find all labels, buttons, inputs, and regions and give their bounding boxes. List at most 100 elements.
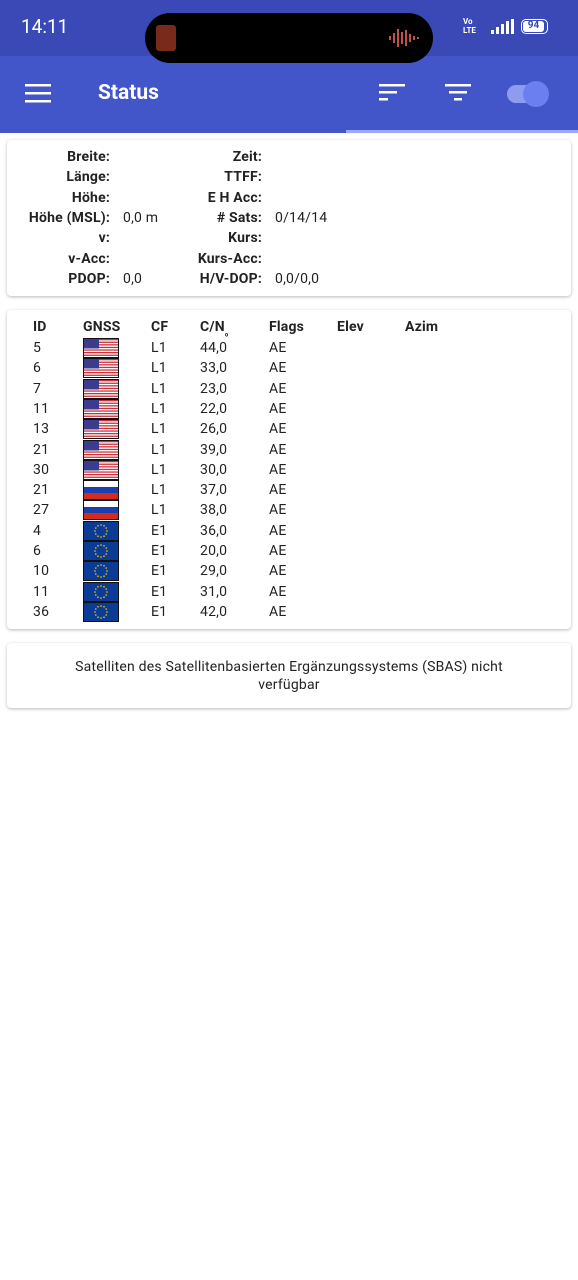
- sat-id: 11: [33, 583, 50, 600]
- sat-id: 30: [33, 461, 50, 478]
- flag-icon: [84, 339, 118, 357]
- column-header: CF: [151, 319, 169, 335]
- app-bar: Status: [0, 56, 578, 133]
- sat-flags: AE: [269, 563, 287, 580]
- field-value: 0,0/0,0: [275, 270, 320, 287]
- sat-id: 21: [33, 482, 50, 499]
- field-label: PDOP:: [68, 270, 110, 287]
- battery-frame: 94: [521, 19, 548, 34]
- field-label: v:: [98, 230, 110, 247]
- gnss-flag: [83, 601, 119, 622]
- field-label: H/V-DOP:: [199, 270, 262, 287]
- sat-cn0: 29,0: [200, 563, 228, 580]
- sat-cn0: 23,0: [200, 380, 228, 397]
- column-header: Azim: [405, 319, 439, 335]
- sat-cn0: 39,0: [200, 441, 228, 458]
- flag-icon: [84, 359, 118, 378]
- toggle-switch[interactable]: [507, 81, 549, 107]
- sat-id: 5: [33, 340, 42, 356]
- network-bottom: LTE: [463, 26, 476, 35]
- sat-cn0: 31,0: [200, 583, 228, 600]
- flag-icon: [84, 460, 118, 479]
- column-header: Elev: [337, 319, 364, 335]
- sat-flags: AE: [269, 543, 287, 559]
- battery-level: 94: [523, 21, 544, 32]
- sat-cn0: 33,0: [200, 360, 228, 377]
- sat-cf: E1: [151, 603, 168, 620]
- field-value: 0/14/14: [275, 209, 328, 226]
- sat-flags: AE: [269, 583, 287, 600]
- field-label: Länge:: [66, 169, 110, 186]
- sat-cn0: 37,0: [200, 482, 228, 499]
- sat-flags: AE: [269, 340, 287, 356]
- sat-flags: AE: [269, 522, 287, 539]
- sat-cf: E1: [151, 543, 168, 559]
- sat-cf: L1: [151, 380, 167, 397]
- sat-flags: AE: [269, 360, 287, 377]
- satellite-card: ID GNSS CF C/N₀ Flags Elev Azim 5 L1 44,0 AE 6 L1 33,…: [7, 310, 571, 629]
- camera-island: [145, 13, 433, 63]
- flag-icon: [84, 379, 118, 398]
- flag-icon: [84, 521, 118, 540]
- gnss-flag: [83, 581, 119, 602]
- flag-icon: [84, 440, 118, 459]
- column-header: C/N₀: [200, 319, 229, 338]
- field-label: Zeit:: [232, 149, 262, 165]
- sat-cn0: 30,0: [200, 461, 228, 478]
- sat-cf: E1: [151, 522, 168, 539]
- sat-cf: L1: [151, 421, 167, 438]
- field-label: # Sats:: [216, 209, 262, 226]
- menu-button[interactable]: [25, 84, 51, 103]
- app-title: Status: [98, 81, 159, 105]
- column-header: ID: [33, 319, 47, 335]
- sat-flags: AE: [269, 482, 287, 499]
- subscript: ₀: [224, 327, 229, 338]
- gnss-flag: [83, 500, 119, 521]
- gnss-flag: [83, 459, 119, 480]
- gnss-flag: [83, 480, 119, 501]
- signal-icon: [491, 19, 514, 34]
- sat-id: 36: [33, 603, 50, 620]
- gnss-flag: [83, 338, 119, 358]
- sat-id: 6: [33, 543, 42, 559]
- sat-flags: AE: [269, 421, 287, 438]
- sat-id: 4: [33, 522, 42, 539]
- field-value: 0,0: [123, 270, 143, 287]
- field-label: Kurs:: [228, 230, 262, 247]
- field-label: Höhe:: [71, 189, 110, 206]
- gnss-flag: [83, 541, 119, 561]
- sat-id: 21: [33, 441, 50, 458]
- sat-cf: E1: [151, 563, 168, 580]
- sat-id: 6: [33, 360, 42, 377]
- sat-cf: E1: [151, 583, 168, 600]
- sat-cf: L1: [151, 482, 167, 499]
- filter-button[interactable]: [445, 84, 471, 102]
- tab-indicator: [346, 130, 578, 133]
- sat-flags: AE: [269, 603, 287, 620]
- field-label: TTFF:: [224, 169, 262, 186]
- sat-cn0: 20,0: [200, 543, 228, 559]
- gnss-flag: [83, 358, 119, 379]
- gnss-flag: [83, 439, 119, 460]
- sat-cf: L1: [151, 441, 167, 458]
- sat-cn0: 38,0: [200, 502, 228, 519]
- flag-icon: [84, 582, 118, 601]
- sat-cn0: 22,0: [200, 400, 228, 417]
- sat-id: 27: [33, 502, 50, 519]
- sort-button[interactable]: [379, 84, 405, 102]
- sat-cf: L1: [151, 360, 167, 377]
- clock: 14:11: [21, 15, 69, 38]
- field-label: Kurs-Acc:: [197, 250, 262, 267]
- sat-id: 7: [33, 380, 42, 397]
- sat-cn0: 36,0: [200, 522, 228, 539]
- sat-cf: L1: [151, 400, 167, 417]
- flag-icon: [84, 481, 118, 500]
- flag-icon: [84, 420, 118, 439]
- field-label: E H Acc:: [207, 189, 262, 206]
- gnss-flag: [83, 419, 119, 440]
- sat-cf: L1: [151, 502, 167, 519]
- flag-icon: [84, 501, 118, 520]
- sat-id: 10: [33, 563, 50, 580]
- field-label: v-Acc:: [68, 250, 110, 267]
